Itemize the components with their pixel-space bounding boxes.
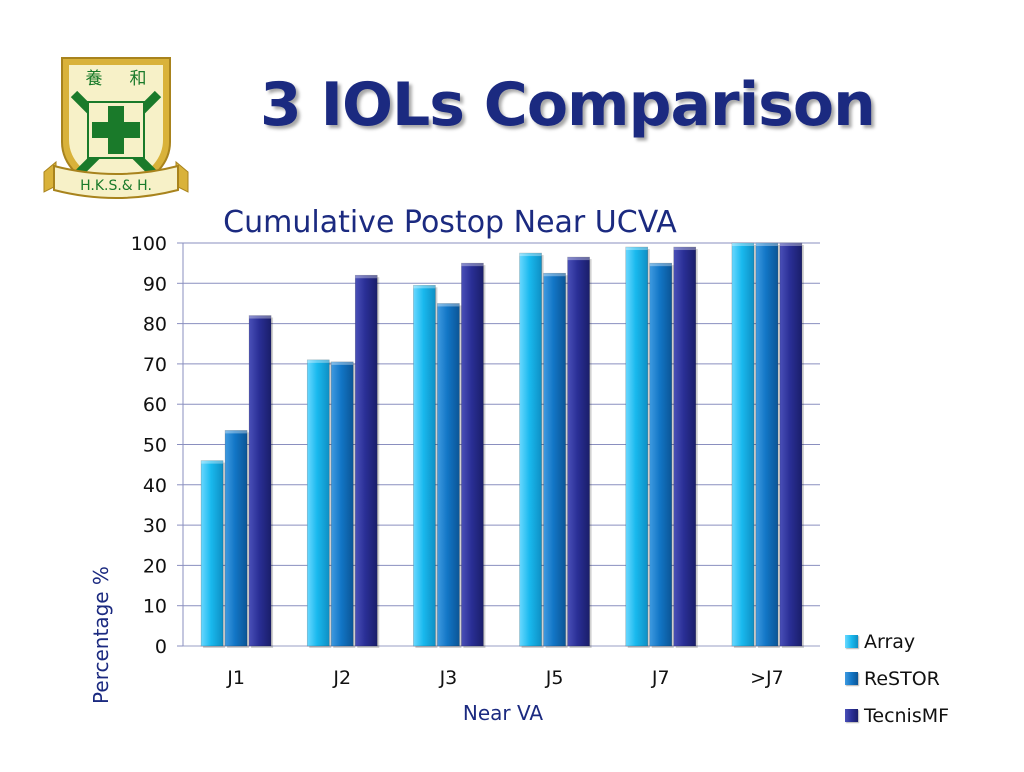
y-axis-label: Percentage % xyxy=(89,566,113,704)
x-tick-label: J5 xyxy=(545,667,564,689)
bar-cap xyxy=(437,303,460,307)
bar-restor-j7 xyxy=(649,262,673,647)
bar-tecnismf-gtj7 xyxy=(779,242,803,647)
y-tick-label: 40 xyxy=(143,475,167,497)
legend-swatch-tecnismf xyxy=(845,709,858,722)
x-tick-label: J3 xyxy=(439,667,458,689)
bar-cap xyxy=(673,247,696,251)
x-tick-label: J7 xyxy=(651,667,670,689)
bar-cap xyxy=(201,460,224,464)
chart-svg: Cumulative Postop Near UCVA 0 10 20 30 40 50 6… xyxy=(89,205,820,725)
logo-char-right: 和 xyxy=(130,69,147,89)
bar-tecnismf-j2 xyxy=(354,274,378,647)
chart-legend: Array ReSTOR TecnisMF xyxy=(845,623,949,734)
bar-cap xyxy=(731,243,754,246)
bar-cap xyxy=(331,361,354,365)
bar-restor-j5 xyxy=(543,272,566,647)
bar-cap xyxy=(413,285,436,289)
legend-item-restor: ReSTOR xyxy=(845,660,949,697)
bar-cap xyxy=(249,315,272,319)
bar-array-j7 xyxy=(625,246,649,647)
y-tick-label: 30 xyxy=(143,515,167,537)
y-tick-label: 100 xyxy=(131,233,167,255)
bar-array-j2 xyxy=(306,359,330,647)
legend-swatch-restor xyxy=(845,672,858,685)
y-tick-label: 60 xyxy=(143,394,167,416)
bar-cap xyxy=(461,263,484,267)
bar-tecnismf-j7 xyxy=(673,246,697,647)
bar-cap xyxy=(625,247,648,251)
bar-tecnismf-j1 xyxy=(248,315,272,647)
legend-label-restor: ReSTOR xyxy=(864,667,940,690)
y-tick-label: 90 xyxy=(143,273,167,295)
x-tick-label: J2 xyxy=(332,667,351,689)
y-tick-label: 10 xyxy=(143,596,167,618)
x-tick-label: J1 xyxy=(226,667,245,689)
legend-label-tecnismf: TecnisMF xyxy=(864,704,950,727)
y-tick-label: 20 xyxy=(143,555,167,577)
y-tick-label: 70 xyxy=(143,354,167,376)
y-tick-label: 0 xyxy=(155,636,167,658)
bar-tecnismf-j3 xyxy=(461,262,484,647)
bar-cap xyxy=(649,263,672,267)
logo-banner-text: H.K.S.& H. xyxy=(80,178,152,194)
logo-char-left: 養 xyxy=(86,69,103,89)
chart-title: Cumulative Postop Near UCVA xyxy=(223,205,677,240)
bar-array-j3 xyxy=(413,285,436,647)
bar-cap xyxy=(225,430,248,434)
slide-title: 3 IOLs Comparison xyxy=(260,70,876,140)
bar-cap xyxy=(307,359,330,363)
legend-item-tecnismf: TecnisMF xyxy=(845,697,949,734)
bar-cap xyxy=(355,275,378,279)
y-tick-label: 80 xyxy=(143,314,167,336)
bar-cap xyxy=(779,243,802,246)
bar-array-gtj7 xyxy=(731,242,755,647)
x-tick-label: >J7 xyxy=(750,667,784,689)
bar-cap xyxy=(755,243,778,246)
bar-chart: Cumulative Postop Near UCVA 0 10 20 30 40 50 6… xyxy=(0,190,1024,768)
legend-item-array: Array xyxy=(845,623,949,660)
bar-tecnismf-j5 xyxy=(567,256,590,647)
bar-array-j5 xyxy=(519,252,542,647)
bar-restor-j1 xyxy=(224,430,248,647)
bar-restor-j3 xyxy=(437,303,460,647)
y-tick-label: 50 xyxy=(143,435,167,457)
bar-cap xyxy=(519,253,542,257)
bar-restor-j2 xyxy=(330,361,354,647)
legend-label-array: Array xyxy=(864,630,916,653)
hospital-logo: 養 和 H.K.S.& H. xyxy=(42,50,190,206)
x-axis-label: Near VA xyxy=(463,701,544,725)
bar-array-j1 xyxy=(200,460,224,647)
bar-restor-gtj7 xyxy=(755,242,779,647)
bar-cap xyxy=(567,257,590,261)
bar-cap xyxy=(543,273,566,277)
legend-swatch-array xyxy=(845,635,858,648)
